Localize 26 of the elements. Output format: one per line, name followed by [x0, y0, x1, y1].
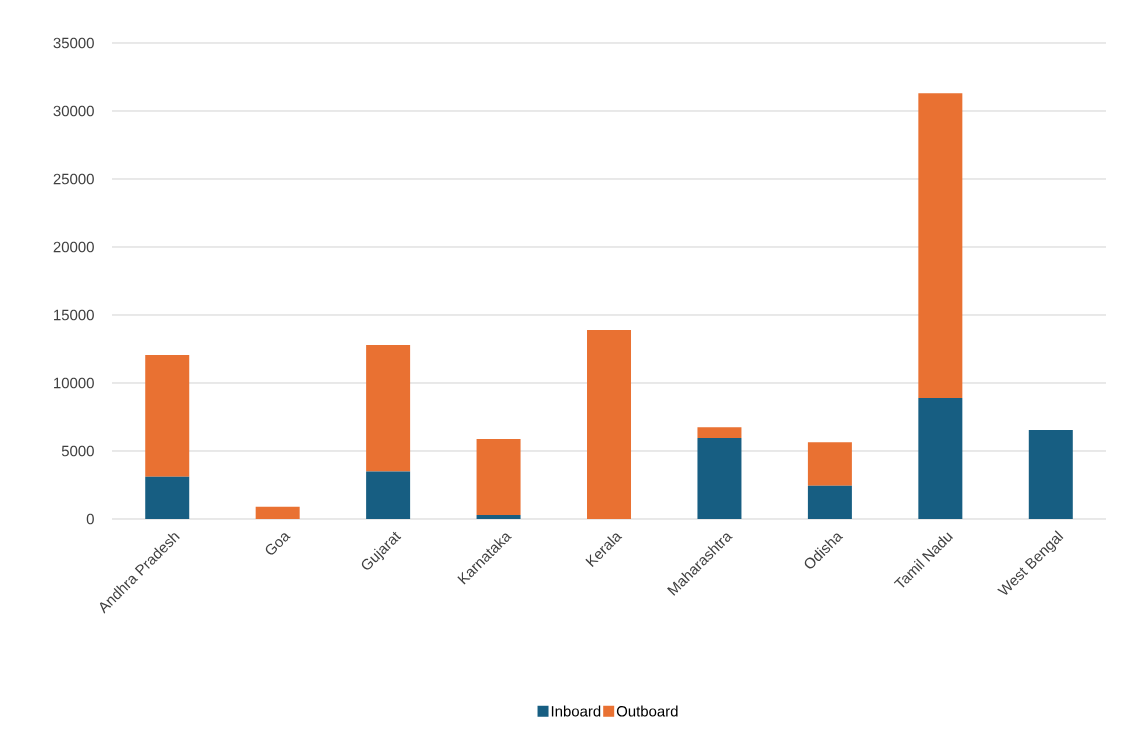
- bar: [366, 344, 411, 472]
- y-tick-label: 25000: [53, 173, 94, 185]
- bar: [1028, 429, 1073, 519]
- y-tick-label: 30000: [53, 105, 94, 117]
- y-tick-label: 35000: [53, 37, 94, 49]
- legend-label: Inboard: [551, 705, 601, 717]
- bar: [697, 427, 742, 439]
- bar: [807, 485, 852, 519]
- y-tick-label: 20000: [53, 241, 94, 253]
- x-tick-label: Goa: [265, 533, 291, 555]
- bar: [145, 476, 190, 519]
- bar: [366, 471, 411, 519]
- y-tick-label: 15000: [54, 309, 94, 321]
- bar: [587, 329, 632, 519]
- bar: [918, 397, 963, 519]
- bar: [697, 438, 742, 519]
- bar: [476, 439, 521, 515]
- y-tick-label: 5000: [61, 445, 94, 457]
- bar: [807, 442, 852, 486]
- bar: [476, 514, 521, 519]
- legend-label: Outboard: [616, 705, 678, 717]
- bar: [918, 93, 963, 398]
- y-tick-label: 10000: [54, 377, 94, 389]
- bar: [145, 355, 190, 477]
- y-tick-label: 0: [86, 513, 94, 525]
- bar: [255, 506, 300, 519]
